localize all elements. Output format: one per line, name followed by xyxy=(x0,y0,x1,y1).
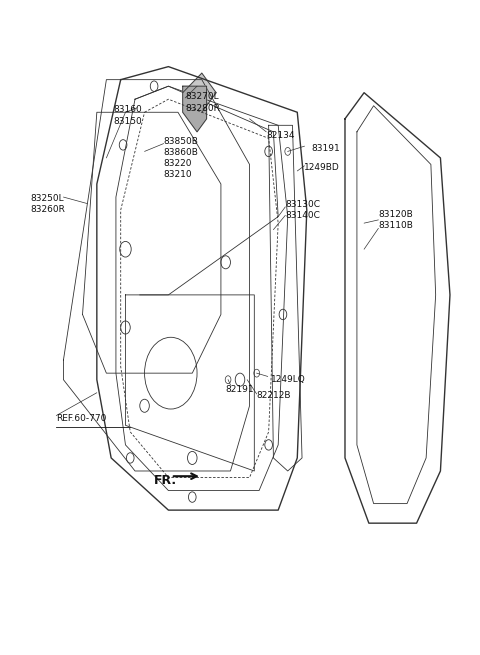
Text: 83130C
83140C: 83130C 83140C xyxy=(285,200,320,220)
Text: 83270L
83280R: 83270L 83280R xyxy=(185,92,220,113)
Text: FR.: FR. xyxy=(154,474,177,487)
Text: 82134: 82134 xyxy=(266,130,295,140)
Polygon shape xyxy=(183,86,206,132)
Text: REF.60-770: REF.60-770 xyxy=(56,415,107,423)
Text: 82212B: 82212B xyxy=(257,392,291,400)
Text: 83191: 83191 xyxy=(312,143,340,153)
Text: 83160
83150: 83160 83150 xyxy=(113,105,142,126)
Text: 83250L
83260R: 83250L 83260R xyxy=(30,193,65,214)
Text: 83850B
83860B
83220
83210: 83850B 83860B 83220 83210 xyxy=(164,137,199,179)
Polygon shape xyxy=(183,73,216,112)
Text: 1249LQ: 1249LQ xyxy=(271,375,306,384)
Text: 1249BD: 1249BD xyxy=(304,163,340,172)
Text: 82191: 82191 xyxy=(226,385,254,394)
Text: 83120B
83110B: 83120B 83110B xyxy=(378,210,413,230)
